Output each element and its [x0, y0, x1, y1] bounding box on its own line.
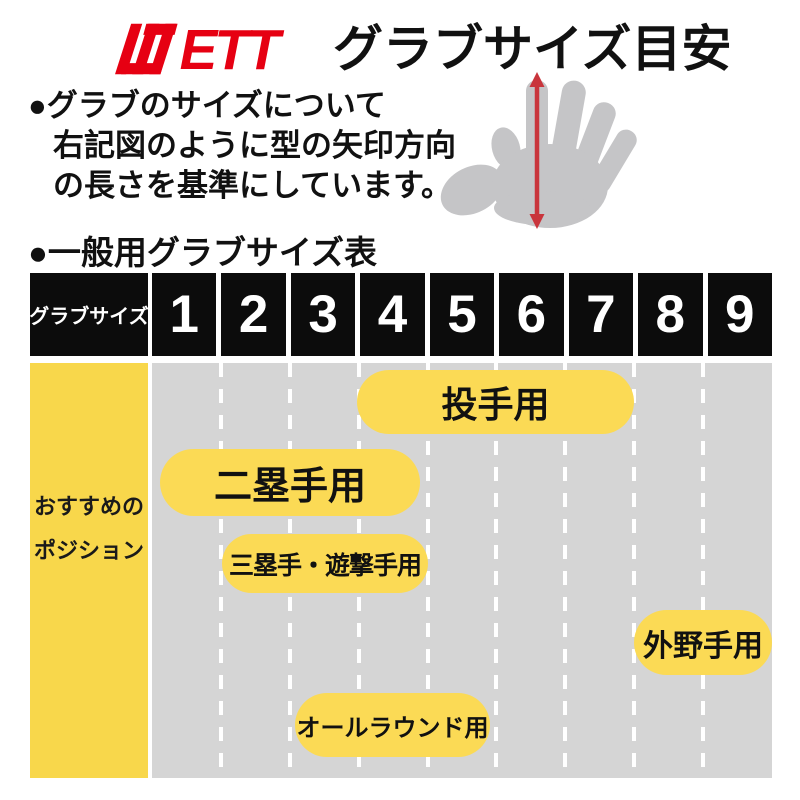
size-cell-7: 7: [568, 273, 634, 356]
size-cell-5: 5: [429, 273, 495, 356]
size-header-cells: 1 2 3 4 5 6 7 8 9: [152, 273, 772, 356]
grid-divider: [701, 363, 705, 778]
size-cell-2: 2: [221, 273, 286, 356]
size-cell-3: 3: [290, 273, 356, 356]
grid-divider: [494, 363, 498, 778]
corner-cell: グラブサイズ: [29, 273, 149, 356]
about-line-3: の長さを基準にしています。: [53, 168, 452, 203]
grid-divider: [426, 363, 430, 778]
position-pill-third-shortstop: 三塁手・遊撃手用: [222, 534, 428, 593]
page-header: ETT グラブサイズ目安: [115, 20, 732, 78]
size-cell-9: 9: [707, 273, 772, 356]
row-label-line-1: おすすめの: [33, 493, 144, 519]
row-label-recommended-position: おすすめの ポジション: [30, 363, 148, 778]
size-cell-6: 6: [499, 273, 564, 356]
grid-divider: [219, 363, 223, 778]
grid-divider: [563, 363, 567, 778]
size-cell-4: 4: [360, 273, 425, 356]
position-pill-allround: オールラウンド用: [295, 693, 490, 757]
svg-text:ETT: ETT: [180, 23, 285, 75]
size-cell-1: 1: [152, 273, 217, 356]
size-table-header: グラブサイズ 1 2 3 4 5 6 7 8 9: [29, 273, 772, 356]
zett-logo-icon: ETT: [115, 23, 288, 75]
measure-arrow: [529, 72, 545, 229]
about-line-2: 右記図のように型の矢印方向: [53, 128, 456, 163]
section-title: ●一般用グラブサイズ表: [28, 234, 377, 271]
hand-measure-illustration: [430, 68, 680, 238]
size-table-body: おすすめの ポジション 投手用 二塁手用 三塁手・遊撃手用 外野手用 オールラウ…: [30, 363, 772, 778]
page-title: グラブサイズ目安: [333, 21, 732, 77]
position-pill-second-baseman: 二塁手用: [160, 449, 420, 516]
about-note: ●グラブのサイズについて 右記図のように型の矢印方向 の長さを基準にしています。: [28, 86, 456, 206]
position-pill-outfielder: 外野手用: [634, 610, 772, 675]
row-label-line-2: ポジション: [33, 537, 144, 563]
size-cell-8: 8: [638, 273, 703, 356]
about-line-1: ●グラブのサイズについて: [28, 88, 386, 123]
grid-divider: [632, 363, 636, 778]
position-pill-pitcher: 投手用: [357, 370, 634, 434]
